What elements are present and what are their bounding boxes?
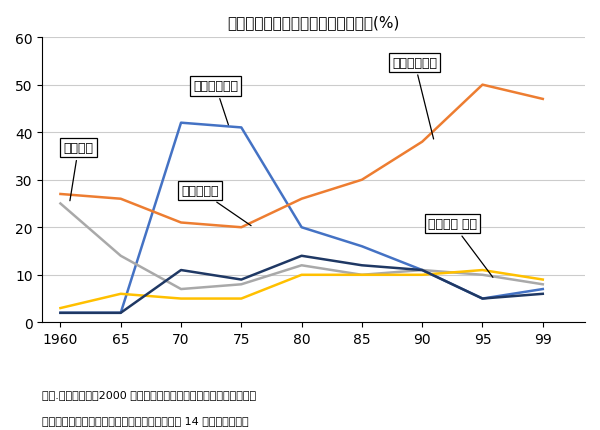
Title: 図　基本法農政下の農業予算の推移(%): 図 基本法農政下の農業予算の推移(%) xyxy=(227,15,400,30)
Text: 選択的拡大: 選択的拡大 xyxy=(181,184,251,226)
Text: 農業構造 改善: 農業構造 改善 xyxy=(428,218,493,278)
Text: 注１.補正後予算　2000 年度以降は予算体系の見直しで接続不可。: 注１.補正後予算 2000 年度以降は予算体系の見直しで接続不可。 xyxy=(42,389,256,399)
Text: 災害対策: 災害対策 xyxy=(64,142,94,201)
Text: 農業農村整備: 農業農村整備 xyxy=(392,56,437,140)
Text: ２．「食料・農業・農村白書参考統計表　平成 14 年度」による。: ２．「食料・農業・農村白書参考統計表 平成 14 年度」による。 xyxy=(42,415,248,425)
Text: 食糧管理制度: 食糧管理制度 xyxy=(193,80,238,126)
